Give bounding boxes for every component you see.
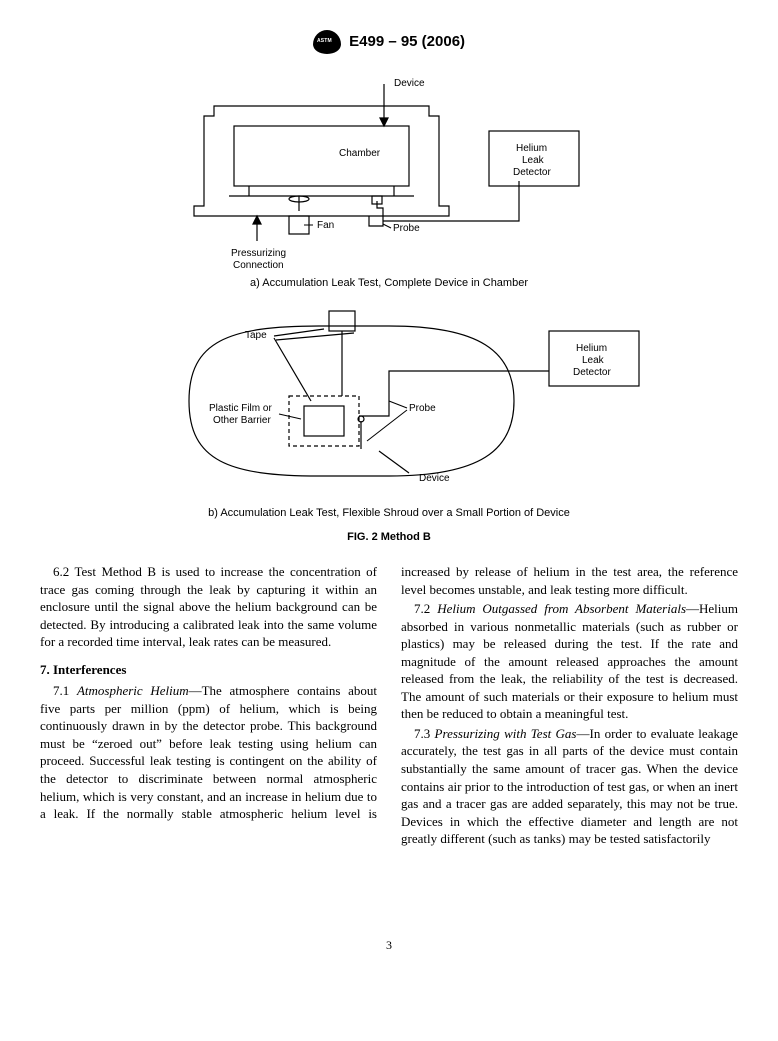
para-7-1-title: Atmospheric Helium (77, 683, 189, 698)
para-7-3: 7.3 Pressurizing with Test Gas—In order … (401, 725, 738, 848)
para-6-2-text: Test Method B is used to increase the co… (40, 564, 377, 649)
page-number: 3 (40, 938, 738, 953)
para-7-3-prefix: 7.3 (414, 726, 435, 741)
figure-b-svg: Tape Plastic Film or Other Barrier Probe… (129, 301, 649, 501)
label-fan: Fan (317, 220, 334, 231)
para-7-1-prefix: 7.1 (53, 683, 77, 698)
label-device: Device (394, 78, 425, 89)
section-7-title: 7. Interferences (40, 661, 377, 679)
figure-b: Tape Plastic Film or Other Barrier Probe… (40, 301, 738, 543)
figure-a-svg: Device Chamber Helium Leak Detector Fan … (139, 66, 639, 271)
label-press-l1: Pressurizing (231, 248, 286, 259)
label-plastic-l1: Plastic Film or (209, 403, 272, 414)
body-columns: 6.2 Test Method B is used to increase th… (40, 563, 738, 848)
para-6-2: 6.2 Test Method B is used to increase th… (40, 563, 377, 651)
label-det-b-l2: Leak (582, 355, 605, 366)
figure-b-caption: b) Accumulation Leak Test, Flexible Shro… (40, 507, 738, 519)
para-7-3-title: Pressurizing with Test Gas (435, 726, 577, 741)
page-header: E499 – 95 (2006) (40, 30, 738, 54)
label-detector-l3: Detector (513, 167, 551, 178)
label-device-b: Device (419, 473, 450, 484)
figure-main-caption: FIG. 2 Method B (40, 531, 738, 543)
para-7-2-prefix: 7.2 (414, 601, 437, 616)
label-probe-b: Probe (409, 403, 436, 414)
label-probe: Probe (393, 223, 420, 234)
para-7-3-text: —In order to evaluate leakage accurately… (401, 726, 738, 846)
figure-a: Device Chamber Helium Leak Detector Fan … (40, 66, 738, 289)
label-det-b-l3: Detector (573, 367, 611, 378)
label-tape: Tape (245, 330, 267, 341)
astm-logo-icon (313, 30, 341, 54)
label-plastic-l2: Other Barrier (213, 415, 271, 426)
label-detector-l2: Leak (522, 155, 545, 166)
figure-a-caption: a) Accumulation Leak Test, Complete Devi… (40, 277, 738, 289)
label-detector-l1: Helium (516, 143, 547, 154)
para-7-2-text: —Helium absorbed in various nonmetallic … (401, 601, 738, 721)
label-det-b-l1: Helium (576, 343, 607, 354)
standard-id: E499 – 95 (2006) (349, 33, 465, 50)
para-7-2: 7.2 Helium Outgassed from Absorbent Mate… (401, 600, 738, 723)
para-7-2-title: Helium Outgassed from Absorbent Material… (437, 601, 686, 616)
label-press-l2: Connection (233, 260, 284, 271)
para-6-2-prefix: 6.2 (53, 564, 75, 579)
label-chamber: Chamber (339, 148, 381, 159)
